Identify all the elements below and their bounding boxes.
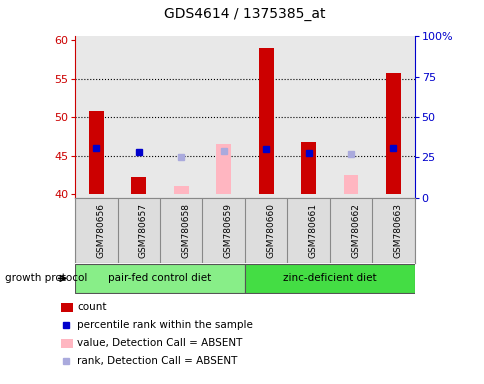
Bar [216,144,231,194]
Bar [89,111,104,194]
FancyBboxPatch shape [75,264,244,293]
Text: GSM780659: GSM780659 [223,203,232,258]
Text: rank, Detection Call = ABSENT: rank, Detection Call = ABSENT [77,356,237,366]
Text: growth protocol: growth protocol [5,273,87,283]
Bar [385,73,400,194]
Text: GSM780658: GSM780658 [181,203,190,258]
Text: percentile rank within the sample: percentile rank within the sample [77,320,253,330]
Bar [343,175,358,194]
Text: GDS4614 / 1375385_at: GDS4614 / 1375385_at [164,7,325,21]
Bar [60,303,73,312]
Text: GSM780663: GSM780663 [393,203,402,258]
Text: GSM780657: GSM780657 [138,203,148,258]
Bar [60,339,73,348]
Text: GSM780661: GSM780661 [308,203,317,258]
Text: GSM780660: GSM780660 [266,203,274,258]
Text: zinc-deficient diet: zinc-deficient diet [282,273,376,283]
Bar [258,48,273,194]
Text: GSM780656: GSM780656 [96,203,105,258]
Text: GSM780662: GSM780662 [350,203,359,258]
Text: pair-fed control diet: pair-fed control diet [108,273,211,283]
Bar [173,186,188,194]
Bar [131,177,146,194]
FancyBboxPatch shape [244,264,414,293]
Bar [301,142,316,194]
Text: value, Detection Call = ABSENT: value, Detection Call = ABSENT [77,338,242,348]
Text: count: count [77,302,106,312]
